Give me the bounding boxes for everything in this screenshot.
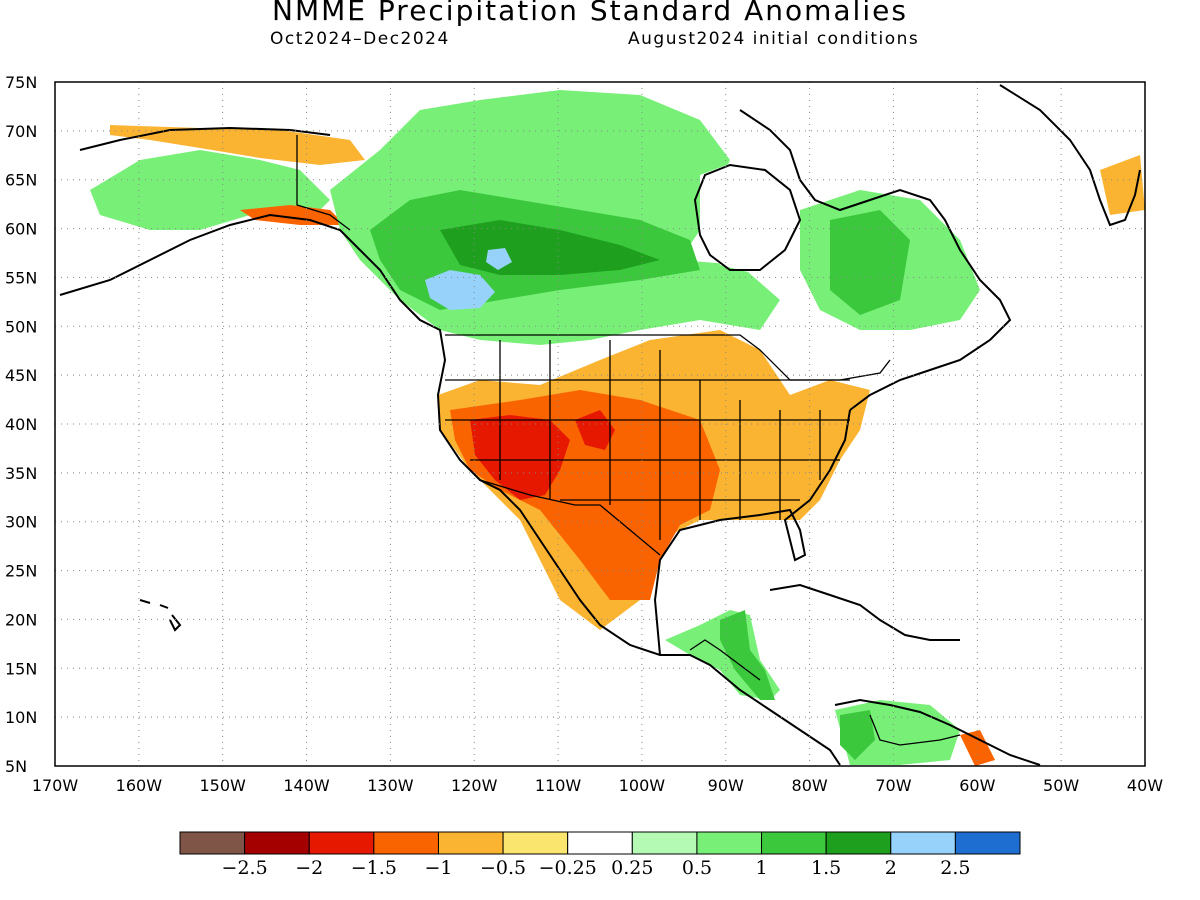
colorbar-tick-label: 2 (885, 857, 897, 879)
map-title: NMME Precipitation Standard Anomalies (272, 0, 908, 27)
colorbar (179, 831, 1021, 855)
coastline-east (739, 109, 1012, 411)
lat-tick-label: 40N (5, 415, 37, 434)
colorbar-swatch (179, 831, 246, 855)
borders (296, 135, 961, 746)
lon-tick-label: 130W (367, 776, 414, 795)
colorbar-swatch (890, 831, 956, 855)
colorbar-tick-label: 0.5 (682, 857, 712, 879)
lat-tick-label: 5N (5, 757, 27, 776)
coastlines (59, 84, 1141, 766)
lon-tick-label: 140W (283, 776, 330, 795)
lon-tick-label: 70W (875, 776, 911, 795)
anomaly-patch-southwest-core (470, 415, 570, 500)
colorbar-tick-label: 0.25 (611, 857, 653, 879)
lon-tick-label: 50W (1043, 776, 1079, 795)
anomaly-patch-hudson-white (700, 160, 810, 275)
state-lines (445, 340, 850, 540)
colorbar-tick-label: 1.5 (811, 857, 841, 879)
forecast-period: Oct2024–Dec2024 (270, 29, 450, 49)
lon-tick-label: 110W (535, 776, 582, 795)
lon-tick-label: 100W (619, 776, 666, 795)
colorbar-tick-label: −0.25 (539, 857, 597, 879)
lon-tick-label: 150W (200, 776, 247, 795)
colorbar-swatch (761, 831, 827, 855)
coastline-gulf (653, 409, 851, 656)
colorbar-swatch (631, 831, 698, 855)
latitude-labels: 5N 10N 15N 20N 25N 30N 35N 40N 45N 50N 55N 60N 65N 70… (5, 73, 37, 776)
lon-tick-label: 80W (792, 776, 828, 795)
coastline-hawaii (139, 599, 182, 632)
lat-tick-label: 25N (5, 562, 37, 581)
lon-tick-label: 60W (959, 776, 995, 795)
coastline-caribbean (769, 583, 960, 641)
colorbar-swatch (954, 831, 1021, 855)
anomaly-patch-alaska-dry-south (240, 205, 345, 225)
colorbar-swatch (373, 831, 439, 855)
anomaly-patch-quebec-very-wet (830, 210, 910, 315)
coastline-alaska-north (79, 126, 331, 151)
lon-tick-label: 170W (32, 776, 79, 795)
anomaly-patch-alaska-dry (110, 125, 365, 165)
border-south-america (869, 714, 961, 746)
colorbar-swatch (308, 831, 375, 855)
lat-tick-label: 15N (5, 659, 37, 678)
lon-tick-label: 90W (708, 776, 744, 795)
lat-tick-label: 10N (5, 708, 37, 727)
lon-tick-label: 120W (451, 776, 498, 795)
lon-tick-label: 160W (116, 776, 163, 795)
coastline-south-america (834, 698, 1041, 766)
colorbar-swatch (437, 831, 504, 855)
lat-tick-label: 35N (5, 464, 37, 483)
coastline-greenland (999, 84, 1141, 227)
lat-tick-label: 75N (5, 73, 37, 92)
lat-tick-label: 20N (5, 610, 37, 629)
colorbar-tick-label: 1 (755, 857, 767, 879)
colorbar-tick-label: −1 (424, 857, 452, 879)
colorbar-swatch (825, 831, 892, 855)
longitude-labels: 170W 160W 150W 140W 130W 120W 110W 100W 90W 80W 70… (32, 776, 1163, 795)
border-central-america (689, 639, 761, 681)
colorbar-labels: −2.5 −2 −1.5 −1 −0.5 −0.25 0.25 0.5 1 1.5 2 2.5 (222, 857, 971, 879)
colorbar-swatch (502, 831, 569, 855)
colorbar-tick-label: 2.5 (940, 857, 970, 879)
border-alaska (296, 135, 351, 231)
colorbar-tick-label: −1.5 (351, 857, 397, 879)
lat-tick-label: 45N (5, 366, 37, 385)
lat-tick-label: 55N (5, 268, 37, 287)
colorbar-swatch (567, 831, 633, 855)
colorbar-tick-label: −2.5 (222, 857, 268, 879)
anomaly-patch-alberta-blue-2 (486, 248, 512, 270)
anomaly-patch-greenland-dry (1100, 155, 1145, 215)
lat-tick-label: 50N (5, 317, 37, 336)
colorbar-swatch (244, 831, 310, 855)
coastline-hudson-bay (693, 163, 802, 271)
anomaly-patch-south-america-very-wet (840, 710, 875, 760)
lat-tick-label: 30N (5, 513, 37, 532)
initial-conditions: August2024 initial conditions (628, 29, 920, 49)
lat-tick-label: 70N (5, 122, 37, 141)
lon-tick-label: 40W (1127, 776, 1163, 795)
map-grid (55, 82, 1145, 766)
colorbar-tick-label: −2 (295, 857, 323, 879)
lat-tick-label: 60N (5, 220, 37, 239)
colorbar-swatch (696, 831, 763, 855)
border-us-mexico (479, 479, 661, 556)
coastline-north-america (59, 213, 841, 766)
colorbar-tick-label: −0.5 (480, 857, 526, 879)
anomaly-patch-central-america-very-wet (720, 610, 775, 700)
anomaly-field (90, 90, 1145, 766)
map-frame (54, 81, 1146, 767)
lat-tick-label: 65N (5, 171, 37, 190)
anomaly-patch-alberta-blue (425, 270, 495, 310)
